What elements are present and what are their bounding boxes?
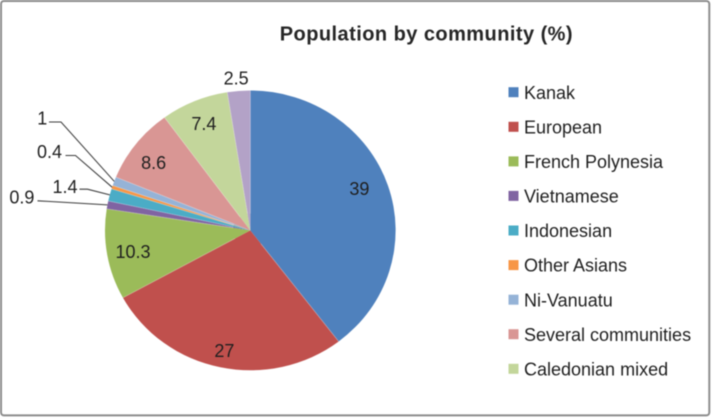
svg-text:Several communities: Several communities [524, 325, 691, 345]
svg-text:European: European [524, 117, 602, 137]
svg-text:7.4: 7.4 [191, 114, 216, 134]
svg-text:2.5: 2.5 [224, 69, 249, 89]
svg-text:Caledonian mixed: Caledonian mixed [524, 359, 668, 379]
svg-text:Kanak: Kanak [524, 83, 576, 103]
svg-text:Population by community (%): Population by community (%) [280, 23, 573, 45]
svg-text:Other Asians: Other Asians [524, 256, 627, 276]
svg-text:Vietnamese: Vietnamese [524, 187, 619, 207]
svg-text:1: 1 [37, 109, 47, 129]
svg-text:8.6: 8.6 [141, 153, 166, 173]
svg-text:0.9: 0.9 [9, 188, 34, 208]
svg-text:27: 27 [214, 341, 234, 361]
svg-text:French Polynesia: French Polynesia [524, 152, 664, 172]
svg-text:Indonesian: Indonesian [524, 221, 612, 241]
svg-text:Ni-Vanuatu: Ni-Vanuatu [524, 290, 613, 310]
svg-text:0.4: 0.4 [37, 142, 62, 162]
svg-text:10.3: 10.3 [115, 242, 150, 262]
svg-text:39: 39 [349, 179, 369, 199]
svg-text:1.4: 1.4 [52, 177, 77, 197]
